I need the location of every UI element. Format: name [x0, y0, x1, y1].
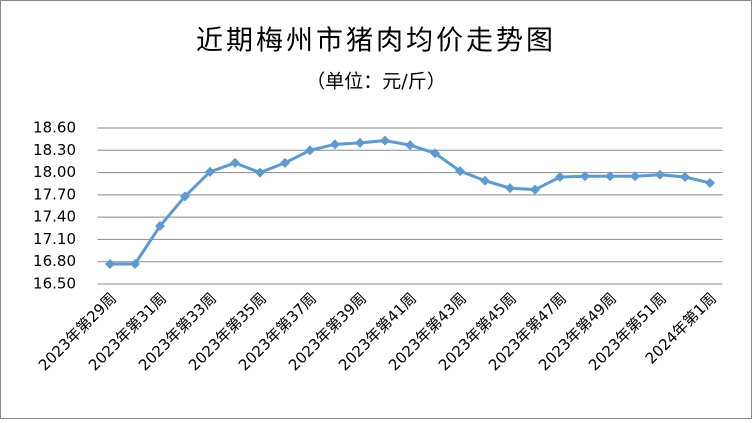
marker	[380, 135, 390, 146]
y-tick-label: 16.50	[33, 275, 76, 293]
y-tick-label: 18.00	[33, 163, 76, 181]
marker	[130, 258, 140, 269]
marker	[105, 258, 115, 269]
marker	[480, 175, 490, 186]
marker	[705, 177, 715, 188]
y-tick-label: 16.80	[33, 252, 76, 270]
y-tick-label: 18.60	[33, 119, 76, 137]
marker	[530, 184, 540, 195]
chart-subtitle: （单位：元/斤）	[306, 71, 445, 93]
marker	[630, 171, 640, 182]
marker	[330, 139, 340, 150]
marker	[255, 167, 265, 178]
y-tick-label: 17.10	[33, 230, 76, 248]
y-tick-label: 17.70	[33, 185, 76, 203]
marker	[455, 166, 465, 177]
marker	[655, 169, 665, 180]
marker	[180, 191, 190, 202]
marker	[230, 157, 240, 168]
marker	[555, 172, 565, 183]
marker	[280, 157, 290, 168]
y-tick-label: 18.30	[33, 141, 76, 159]
marker	[355, 137, 365, 148]
chart-title: 近期梅州市猪肉均价走势图	[196, 26, 556, 57]
marker	[505, 183, 515, 194]
marker	[430, 148, 440, 159]
y-tick-label: 17.40	[33, 208, 76, 226]
marker	[305, 145, 315, 156]
marker	[205, 166, 215, 177]
marker	[405, 140, 415, 151]
marker	[605, 171, 615, 182]
marker	[155, 221, 165, 232]
marker	[580, 171, 590, 182]
marker	[680, 172, 690, 183]
